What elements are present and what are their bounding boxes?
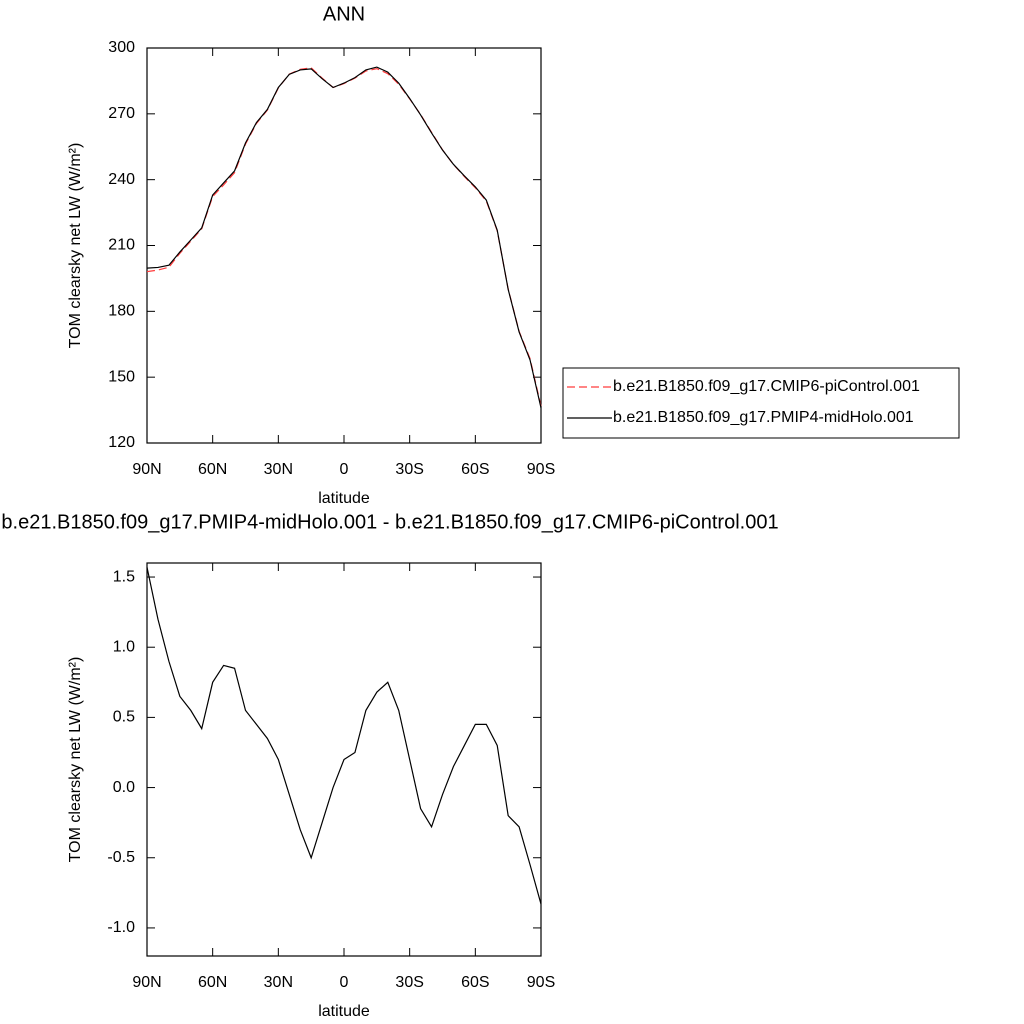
series-line xyxy=(146,567,542,905)
x-tick-label: 60N xyxy=(198,461,227,478)
x-tick-label: 60S xyxy=(461,461,489,478)
x-tick-label: 90N xyxy=(132,974,161,991)
y-axis-label: TOM clearsky net LW (W/m²) xyxy=(67,143,84,349)
x-axis-label: latitude xyxy=(318,1003,370,1020)
y-tick-label: 240 xyxy=(108,171,135,188)
x-tick-label: 90S xyxy=(527,974,555,991)
y-tick-label: 210 xyxy=(108,237,135,254)
x-tick-label: 30N xyxy=(264,461,293,478)
y-tick-label: 300 xyxy=(108,39,135,56)
series-line xyxy=(146,66,542,409)
y-tick-label: 120 xyxy=(108,434,135,451)
y-tick-label: 150 xyxy=(108,368,135,385)
x-axis-label: latitude xyxy=(318,490,370,507)
y-tick-label: -0.5 xyxy=(107,849,135,866)
x-tick-label: 0 xyxy=(340,461,349,478)
x-tick-label: 60N xyxy=(198,974,227,991)
x-tick-label: 30S xyxy=(395,974,423,991)
legend-label: b.e21.B1850.f09_g17.PMIP4-midHolo.001 xyxy=(613,409,914,426)
y-tick-label: 0.0 xyxy=(113,779,135,796)
y-tick-label: 180 xyxy=(108,303,135,320)
y-tick-label: 1.0 xyxy=(113,638,135,655)
y-tick-label: 270 xyxy=(108,105,135,122)
plot-frame xyxy=(146,47,542,444)
y-tick-label: 0.5 xyxy=(113,709,135,726)
y-tick-label: -1.0 xyxy=(107,919,135,936)
x-tick-label: 30N xyxy=(264,974,293,991)
y-tick-label: 1.5 xyxy=(113,568,135,585)
x-tick-label: 30S xyxy=(395,461,423,478)
series-line xyxy=(146,67,542,407)
chart-title: b.e21.B1850.f09_g17.PMIP4-midHolo.001 - … xyxy=(1,511,778,533)
legend-label: b.e21.B1850.f09_g17.CMIP6-piControl.001 xyxy=(613,378,920,395)
chart-title: ANN xyxy=(323,3,365,25)
x-tick-label: 60S xyxy=(461,974,489,991)
x-tick-label: 90N xyxy=(132,461,161,478)
x-tick-label: 90S xyxy=(527,461,555,478)
y-axis-label: TOM clearsky net LW (W/m²) xyxy=(67,657,84,863)
x-tick-label: 0 xyxy=(340,974,349,991)
legend-box xyxy=(562,367,960,439)
